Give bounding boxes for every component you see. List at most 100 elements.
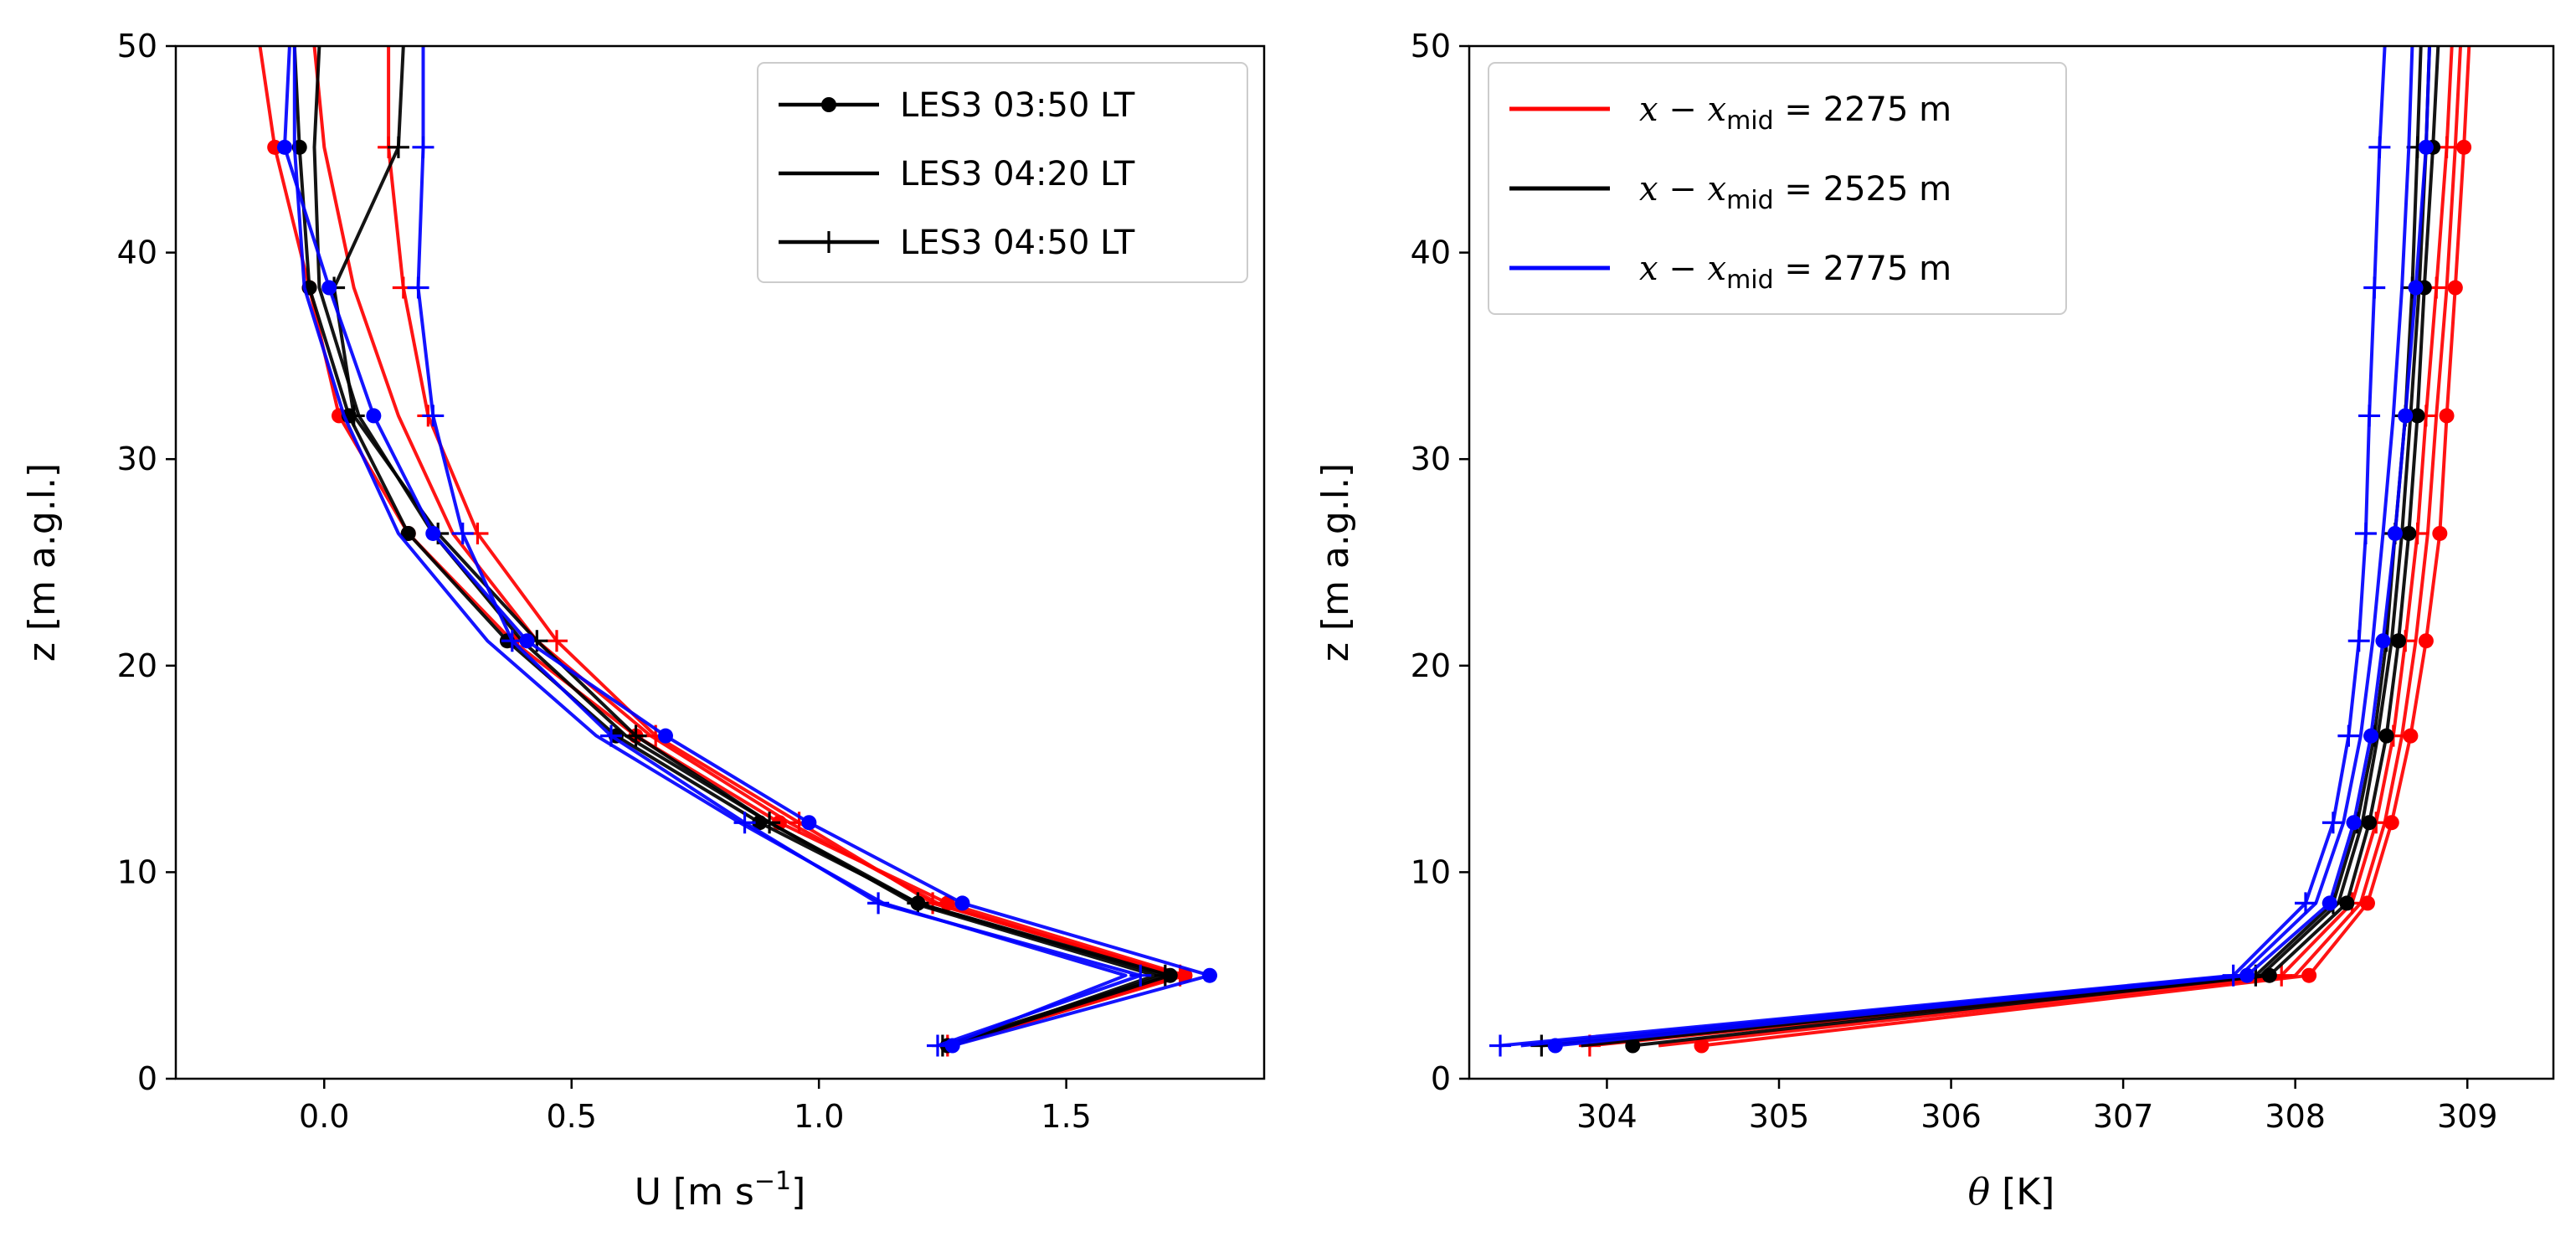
- legend-marker: [821, 97, 836, 112]
- y-tick-label: 0: [137, 1060, 157, 1097]
- series-group: [258, 46, 1217, 1057]
- legend-label: x − xmid = 2775 m: [1639, 250, 1951, 295]
- data-point: [501, 630, 523, 652]
- data-point: [658, 728, 673, 744]
- data-point: [2295, 892, 2316, 915]
- data-point: [321, 280, 337, 296]
- data-point: [2347, 630, 2370, 652]
- data-point: [2439, 408, 2455, 424]
- legend-label: x − xmid = 2275 m: [1639, 90, 1951, 136]
- data-point: [407, 276, 429, 299]
- x-tick-label: 1.0: [794, 1098, 844, 1135]
- legend-box: [757, 62, 1248, 283]
- x-tick-label: 309: [2437, 1098, 2498, 1135]
- data-point: [2403, 728, 2419, 744]
- legend-label: LES3 04:50 LT: [900, 224, 1135, 262]
- data-point: [2358, 405, 2381, 427]
- x-axis-label: U [m s−1]: [635, 1167, 806, 1214]
- data-point: [387, 136, 409, 158]
- wind-speed-panel: 0.0 0.5 1.0 1.5 0 10 20 30 40 50 z [m a.g.l.] U [m …: [21, 28, 1266, 1214]
- data-point: [277, 139, 292, 155]
- data-point: [2362, 815, 2378, 831]
- data-point: [451, 522, 474, 544]
- y-tick-label: 50: [117, 28, 157, 64]
- data-point: [867, 892, 890, 915]
- data-point: [2432, 525, 2448, 541]
- y-tick-label: 0: [1431, 1060, 1451, 1097]
- data-point: [1489, 1034, 1511, 1057]
- data-point: [2363, 728, 2379, 744]
- legend-label: LES3 03:50 LT: [900, 86, 1135, 125]
- legend-marker: [818, 231, 840, 253]
- y-tick-label: 20: [1411, 647, 1451, 684]
- data-point: [400, 525, 416, 541]
- data-point: [2401, 525, 2417, 541]
- data-point: [625, 724, 647, 747]
- y-axis-label: z [m a.g.l.]: [21, 463, 64, 662]
- data-point: [954, 895, 970, 911]
- x-tick-label: 307: [2093, 1098, 2154, 1135]
- x-axis-label: θ [K]: [1968, 1171, 2055, 1214]
- y-tick-label: 50: [1411, 28, 1451, 64]
- data-point: [801, 815, 817, 831]
- legend: x − xmid = 2275 m x − xmid = 2525 m x − xm…: [1488, 62, 2067, 315]
- data-point: [2337, 724, 2360, 747]
- data-point: [519, 633, 535, 649]
- data-point: [600, 724, 622, 747]
- legend-label: x − xmid = 2525 m: [1639, 170, 1951, 215]
- legend-label: LES3 04:20 LT: [900, 155, 1135, 193]
- data-point: [2378, 728, 2394, 744]
- data-point: [2398, 408, 2414, 424]
- data-point: [546, 630, 568, 652]
- y-tick-label: 40: [1411, 235, 1451, 271]
- data-point: [2354, 522, 2377, 544]
- data-point: [342, 405, 365, 427]
- data-point: [2409, 408, 2425, 424]
- data-point: [366, 408, 382, 424]
- x-tick-label: 306: [1920, 1098, 1982, 1135]
- data-point: [733, 812, 756, 834]
- y-tick-label: 20: [117, 647, 157, 684]
- x-tick-label: 304: [1576, 1098, 1638, 1135]
- y-axis-label: z [m a.g.l.]: [1314, 463, 1357, 662]
- data-point: [1129, 964, 1152, 987]
- data-point: [2321, 895, 2337, 911]
- data-point: [2321, 812, 2344, 834]
- potential-temperature-panel: 304 305 306 307 308 309 0 10 20 30 40 50 z [m a.g.l.…: [1314, 28, 2555, 1214]
- plot-frame: [1468, 44, 2555, 1080]
- data-point: [927, 1034, 949, 1057]
- data-point: [2418, 633, 2434, 649]
- series-group: [1489, 46, 2472, 1057]
- data-point: [2383, 815, 2399, 831]
- y-tick-label: 40: [117, 235, 157, 271]
- x-tick-label: 308: [2265, 1098, 2326, 1135]
- x-tick-label: 1.5: [1041, 1098, 1091, 1135]
- data-point: [2346, 815, 2362, 831]
- data-point: [2339, 895, 2355, 911]
- y-tick-label: 30: [117, 441, 157, 477]
- data-point: [2375, 633, 2391, 649]
- data-point: [2301, 967, 2317, 983]
- data-point: [758, 812, 781, 834]
- legend-box: [1488, 62, 2067, 315]
- data-point: [2387, 525, 2403, 541]
- plot-frame: [174, 44, 1266, 1080]
- x-tick-label: 0.0: [299, 1098, 349, 1135]
- series-line-7: [1520, 46, 2414, 1048]
- x-tick-label: 0.5: [547, 1098, 597, 1135]
- legend: LES3 03:50 LT LES3 04:20 LT LES3 04:50 LT: [757, 62, 1248, 283]
- data-point: [2456, 139, 2472, 155]
- data-point: [2408, 280, 2424, 296]
- data-point: [422, 405, 445, 427]
- data-point: [907, 892, 929, 915]
- data-point: [1202, 967, 1217, 983]
- data-point: [2222, 964, 2244, 987]
- data-point: [2360, 895, 2375, 911]
- y-tick-label: 10: [117, 853, 157, 890]
- data-point: [2418, 139, 2434, 155]
- data-point: [412, 136, 434, 158]
- data-point: [1154, 964, 1176, 987]
- data-point: [2447, 280, 2463, 296]
- y-tick-label: 30: [1411, 441, 1451, 477]
